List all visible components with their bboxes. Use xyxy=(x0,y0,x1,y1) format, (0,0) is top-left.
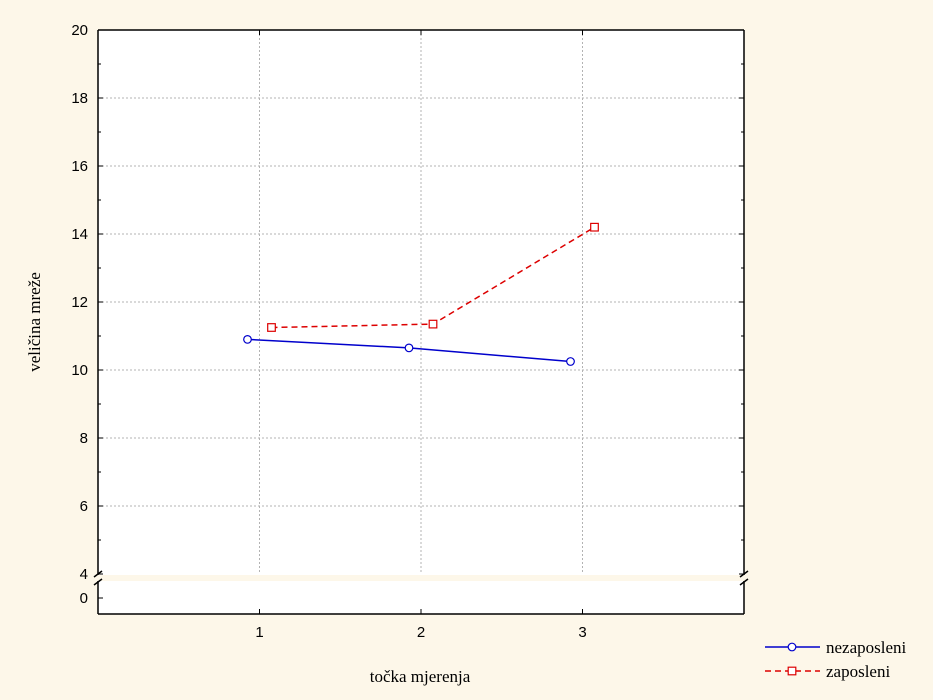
data-point-zaposleni xyxy=(428,319,438,329)
legend-marker-nezaposleni xyxy=(787,642,797,652)
data-point-nezaposleni xyxy=(243,335,252,344)
legend: nezaposleni zaposleni xyxy=(765,638,907,681)
y-tick-label: 10 xyxy=(71,362,88,379)
series-group xyxy=(243,222,599,366)
data-point-zaposleni xyxy=(590,222,599,232)
y-tick-label: 0 xyxy=(80,590,88,607)
y-tick-label: 8 xyxy=(80,430,88,447)
y-axis-title: veličina mreže xyxy=(25,272,44,372)
x-tick-label: 2 xyxy=(417,624,425,641)
grid xyxy=(98,30,744,574)
x-axis-ticks: 1 2 3 xyxy=(255,30,587,641)
data-point-zaposleni xyxy=(267,323,276,332)
y-tick-label: 18 xyxy=(71,90,88,107)
y-tick-label: 20 xyxy=(71,22,88,39)
data-point-nezaposleni xyxy=(404,343,414,353)
y-tick-label: 16 xyxy=(71,158,88,175)
data-point-nezaposleni xyxy=(566,357,575,366)
axis-break-mark-right xyxy=(739,578,749,586)
y-axis-ticks: 4 6 8 10 12 14 16 18 20 0 xyxy=(71,22,744,607)
legend-label-nezaposleni: nezaposleni xyxy=(826,638,907,657)
legend-label-zaposleni: zaposleni xyxy=(826,662,890,681)
x-tick-label: 3 xyxy=(578,624,586,641)
y-tick-label: 12 xyxy=(71,294,88,311)
x-tick-label: 1 xyxy=(255,624,263,641)
legend-marker-zaposleni xyxy=(787,666,797,676)
y-tick-label: 14 xyxy=(71,226,88,243)
y-tick-label: 6 xyxy=(80,498,88,515)
axis-break-mark-left xyxy=(93,578,103,586)
axis-break-gap xyxy=(92,575,750,581)
y-tick-label: 4 xyxy=(80,566,88,583)
x-axis-title: točka mjerenja xyxy=(370,667,471,686)
